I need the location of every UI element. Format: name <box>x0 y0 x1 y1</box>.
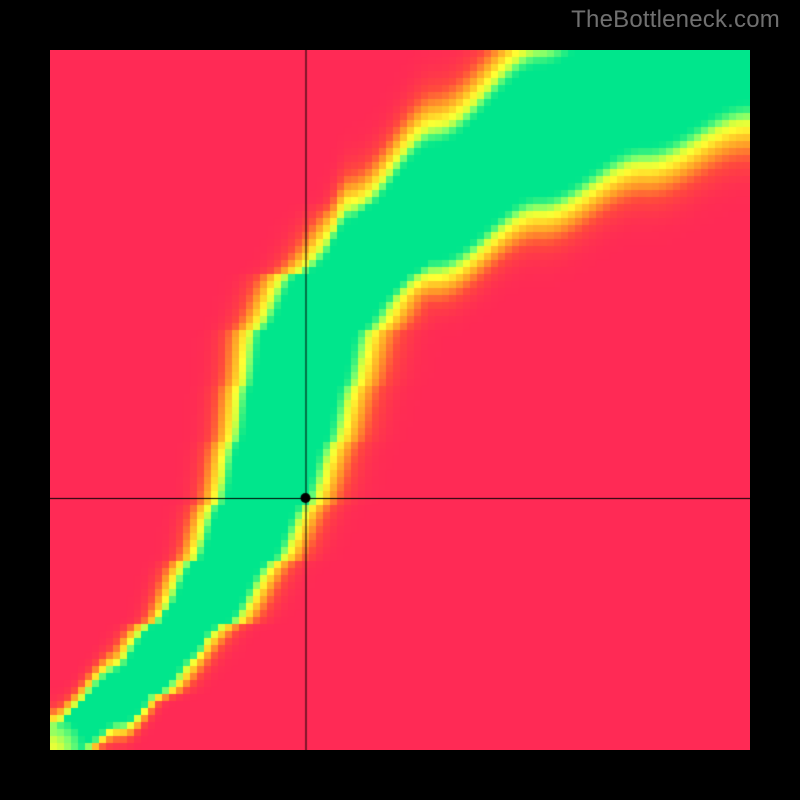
bottleneck-heatmap <box>50 50 750 750</box>
watermark-text: TheBottleneck.com <box>571 6 780 34</box>
